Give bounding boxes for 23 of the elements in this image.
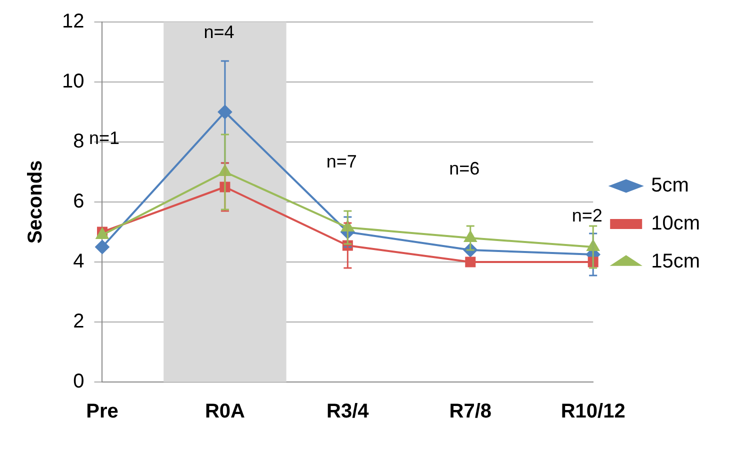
y-tick-label: 8 [73, 130, 84, 153]
legend-label: 15cm [651, 250, 700, 273]
x-tick-label: R0A [204, 400, 245, 423]
annotation: n=7 [326, 151, 357, 172]
y-axis-title: Seconds [24, 160, 47, 244]
x-tick-label: R7/8 [449, 400, 492, 423]
y-tick-label: 10 [62, 70, 84, 93]
y-tick-label: 4 [73, 250, 84, 273]
point [465, 256, 476, 268]
point [95, 240, 110, 254]
x-tick-label: Pre [86, 400, 118, 423]
y-tick-label: 12 [62, 10, 84, 33]
legend-label: 10cm [651, 212, 700, 235]
annotation: n=2 [572, 205, 602, 226]
x-tick-label: R3/4 [326, 400, 370, 423]
y-tick-label: 2 [73, 310, 84, 333]
x-tick-label: R10/12 [560, 400, 626, 423]
y-tick-label: 6 [73, 190, 84, 213]
annotation: n=6 [449, 158, 480, 179]
annotation: n=4 [204, 22, 234, 42]
annotation: n=1 [88, 128, 120, 148]
y-tick-label: 0 [73, 370, 84, 393]
legend-label: 5cm [651, 174, 689, 197]
